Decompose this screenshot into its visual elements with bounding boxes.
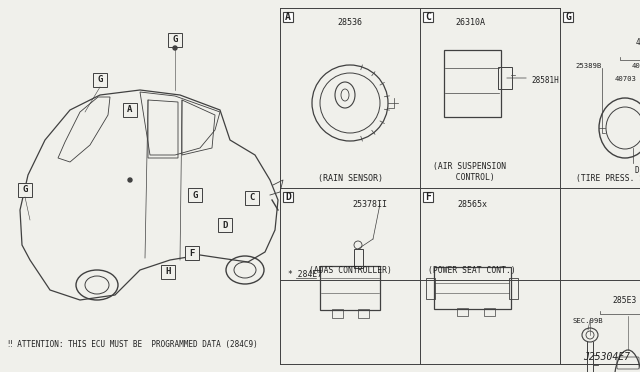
FancyBboxPatch shape: [245, 191, 259, 205]
Text: G: G: [22, 186, 28, 195]
Text: (TIRE PRESS. SENSOR): (TIRE PRESS. SENSOR): [576, 174, 640, 183]
Circle shape: [128, 178, 132, 182]
Text: (RAIN SENSOR): (RAIN SENSOR): [317, 174, 383, 183]
Text: C: C: [250, 193, 255, 202]
Text: D: D: [285, 192, 291, 202]
Text: C: C: [425, 12, 431, 22]
Text: (ADAS CONTROLLER): (ADAS CONTROLLER): [308, 266, 392, 275]
FancyBboxPatch shape: [18, 183, 32, 197]
Text: 26310A: 26310A: [455, 18, 485, 27]
FancyBboxPatch shape: [161, 265, 175, 279]
FancyBboxPatch shape: [168, 33, 182, 47]
FancyBboxPatch shape: [283, 12, 293, 22]
Text: J25304E7: J25304E7: [583, 352, 630, 362]
Text: D: D: [222, 221, 228, 230]
Text: A: A: [127, 106, 132, 115]
Text: G: G: [97, 76, 102, 84]
FancyBboxPatch shape: [93, 73, 107, 87]
FancyBboxPatch shape: [188, 188, 202, 202]
Text: * 284E7: * 284E7: [288, 270, 322, 279]
Text: 28536: 28536: [337, 18, 362, 27]
Text: SEC.99B: SEC.99B: [573, 318, 604, 324]
Circle shape: [173, 46, 177, 50]
FancyBboxPatch shape: [423, 192, 433, 202]
Text: 25378II: 25378II: [353, 200, 387, 209]
FancyBboxPatch shape: [563, 12, 573, 22]
FancyBboxPatch shape: [123, 103, 137, 117]
Text: G: G: [172, 35, 178, 45]
Text: (AIR SUSPENSION
  CONTROL): (AIR SUSPENSION CONTROL): [433, 162, 507, 182]
Text: A: A: [285, 12, 291, 22]
Text: 28565x: 28565x: [457, 200, 487, 209]
Text: 28581H: 28581H: [531, 76, 559, 85]
Text: G: G: [192, 190, 198, 199]
Text: F: F: [189, 248, 195, 257]
FancyBboxPatch shape: [283, 192, 293, 202]
Text: 285E3: 285E3: [613, 296, 637, 305]
FancyBboxPatch shape: [423, 12, 433, 22]
FancyBboxPatch shape: [218, 218, 232, 232]
Text: 40704: 40704: [632, 63, 640, 69]
Text: G: G: [565, 12, 571, 22]
Text: H: H: [165, 267, 171, 276]
Text: 40700M: 40700M: [636, 38, 640, 47]
Text: DISK WHEEL: DISK WHEEL: [635, 166, 640, 175]
FancyBboxPatch shape: [185, 246, 199, 260]
Text: 40703: 40703: [615, 76, 637, 82]
Text: F: F: [425, 192, 431, 202]
Text: ‼ ATTENTION: THIS ECU MUST BE  PROGRAMMED DATA (284C9): ‼ ATTENTION: THIS ECU MUST BE PROGRAMMED…: [8, 340, 258, 349]
Text: (POWER SEAT CONT.): (POWER SEAT CONT.): [428, 266, 516, 275]
Text: 25389B: 25389B: [575, 63, 601, 69]
